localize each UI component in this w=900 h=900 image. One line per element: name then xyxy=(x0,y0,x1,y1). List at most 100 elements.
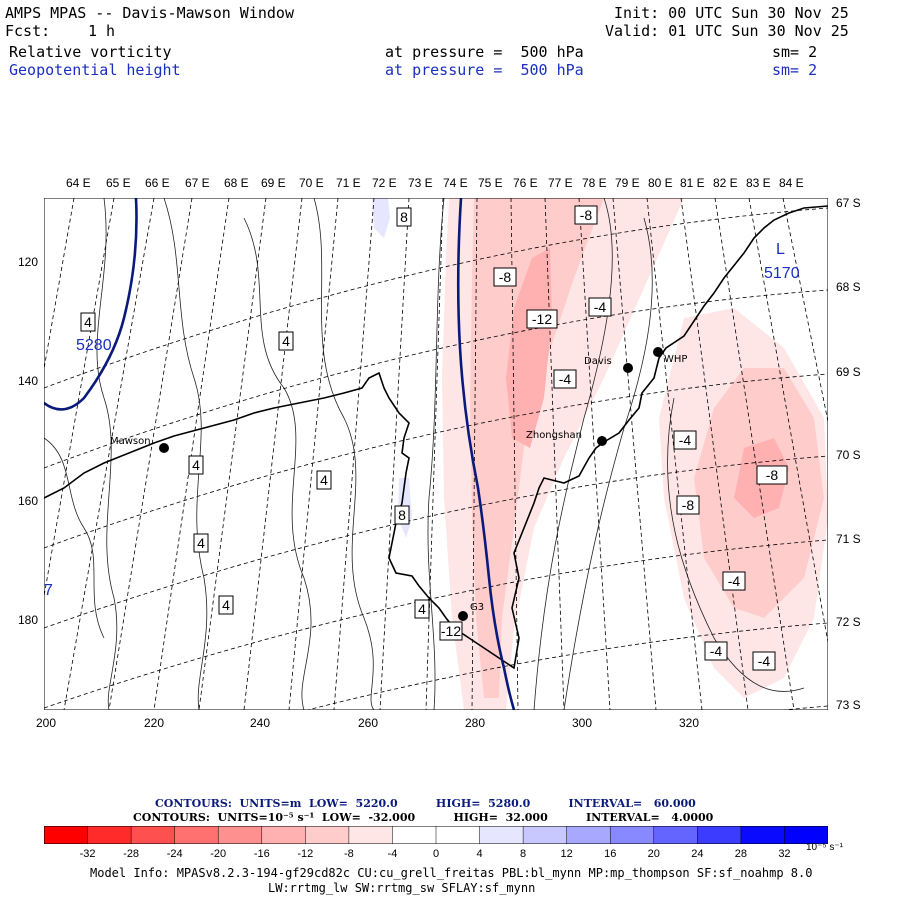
station-label-zhongshan: Zhongshan xyxy=(526,430,582,441)
colorbar-cell xyxy=(522,826,568,844)
svg-text:-12: -12 xyxy=(441,623,461,639)
colorbar-tick-label: 0 xyxy=(432,848,440,860)
lon-label: 66 E xyxy=(145,176,170,190)
map-panel: Mawson Davis Zhongshan WHP G3 5280 L 517… xyxy=(44,198,828,710)
svg-text:4: 4 xyxy=(282,333,290,349)
colorbar-tick-label: 28 xyxy=(734,848,747,860)
height-contour-5220 xyxy=(456,198,516,710)
graticule-lon xyxy=(544,198,565,710)
graticule-lon xyxy=(243,198,303,710)
colorbar-cell xyxy=(697,826,742,844)
x-tick: 300 xyxy=(572,716,593,730)
svg-text:-4: -4 xyxy=(758,653,771,669)
colorbar-cell xyxy=(130,826,176,844)
lat-label: 67 S xyxy=(836,196,861,210)
graticule-lon xyxy=(748,198,828,645)
vort-label: -4 xyxy=(752,651,776,671)
svg-text:4: 4 xyxy=(84,314,92,330)
graticule-lon xyxy=(782,198,828,424)
station-label-davis: Davis xyxy=(584,356,612,367)
lon-label: 77 E xyxy=(548,176,573,190)
vort-contour xyxy=(96,198,118,710)
svg-text:8: 8 xyxy=(400,209,408,225)
field2-name: Geopotential height xyxy=(9,61,181,79)
forecast-label: Fcst: xyxy=(5,22,51,40)
lon-label: 75 E xyxy=(478,176,503,190)
svg-text:-4: -4 xyxy=(594,299,607,315)
colorbar-tick-label: -4 xyxy=(387,848,398,860)
colorbar-tick-label: -20 xyxy=(210,848,227,860)
svg-text:-4: -4 xyxy=(679,432,692,448)
lon-label: 80 E xyxy=(648,176,673,190)
svg-text:-4: -4 xyxy=(710,643,723,659)
y-tick: 180 xyxy=(18,613,39,627)
svg-text:4: 4 xyxy=(192,457,200,473)
colorbar-tick-label: -8 xyxy=(343,848,354,860)
colorbar-cell xyxy=(44,826,89,844)
colorbar-cell xyxy=(784,826,828,844)
vort-label: 4 xyxy=(193,533,209,553)
height-label-5170: 5170 xyxy=(764,265,800,282)
lon-label: 72 E xyxy=(372,176,397,190)
lon-label: 81 E xyxy=(680,176,705,190)
colorbar-tick-label: -24 xyxy=(166,848,183,860)
vort-label: -4 xyxy=(722,571,746,591)
colorbar-tick-label: 12 xyxy=(560,848,573,860)
colorbar-tick-label: 4 xyxy=(476,848,483,860)
station-marker xyxy=(623,363,633,373)
vorticity-contours xyxy=(44,198,805,710)
lon-label: 69 E xyxy=(261,176,286,190)
station-marker xyxy=(458,611,468,621)
svg-text:-4: -4 xyxy=(728,573,741,589)
vort-label: -8 xyxy=(676,495,700,515)
valid-time: Valid: 01 UTC Sun 30 Nov 25 xyxy=(605,22,849,40)
x-tick: 280 xyxy=(465,716,486,730)
model-info-physics: LW:rrtmg_lw SW:rrtmg_sw SFLAY:sf_mynn xyxy=(268,881,536,895)
graticule-lon xyxy=(153,198,230,710)
lon-label: 68 E xyxy=(224,176,249,190)
field2-pressure: at pressure = 500 hPa xyxy=(385,61,584,79)
svg-text:-4: -4 xyxy=(559,371,572,387)
colorbar-cell xyxy=(609,826,655,844)
graticule-lon xyxy=(578,198,611,710)
vort-label: -4 xyxy=(673,430,697,450)
lon-label: 73 E xyxy=(408,176,433,190)
station-marker xyxy=(653,347,663,357)
vort-label: -8 xyxy=(493,267,517,287)
forecast-value: 1 h xyxy=(88,22,116,40)
height-label-5280: 5280 xyxy=(76,337,112,354)
height-contours-info: CONTOURS: UNITS=m LOW= 5220.0 HIGH= 5280… xyxy=(155,797,696,810)
field1-name: Relative vorticity xyxy=(9,43,172,61)
init-time: Init: 00 UTC Sun 30 Nov 25 xyxy=(614,4,849,22)
svg-text:4: 4 xyxy=(320,472,328,488)
colorbar-tick-label: -16 xyxy=(253,848,270,860)
graticule-lon xyxy=(425,198,444,710)
lon-label: 83 E xyxy=(746,176,771,190)
vort-label: -12 xyxy=(526,309,558,329)
graticule-lon xyxy=(680,198,749,710)
x-tick: 240 xyxy=(250,716,271,730)
colorbar-tick-label: -32 xyxy=(79,848,96,860)
colorbar-cell xyxy=(217,826,263,844)
colorbar xyxy=(44,826,828,844)
station-label-mawson: Mawson xyxy=(110,436,151,447)
height-contours xyxy=(44,198,516,710)
vort-label: -8 xyxy=(574,205,598,225)
y-tick: 140 xyxy=(18,374,39,388)
lat-label: 70 S xyxy=(836,448,861,462)
vorticity-labels: 8 -8 -8 -12 -4 -4 -4 -4 -12 -8 -8 -4 -4 … xyxy=(80,205,788,671)
vorticity-contours-info: CONTOURS: UNITS=10⁻⁵ s⁻¹ LOW= -32.000 HI… xyxy=(133,811,714,824)
lon-label: 74 E xyxy=(443,176,468,190)
vort-contour xyxy=(44,437,105,639)
graticule-lat xyxy=(44,289,828,469)
vort-contour xyxy=(427,198,445,710)
colorbar-tick-label: 20 xyxy=(647,848,660,860)
colorbar-cell xyxy=(348,826,394,844)
vort-contour xyxy=(533,198,613,710)
vort-contour xyxy=(667,397,805,692)
lon-label: 79 E xyxy=(615,176,640,190)
graticule-lon xyxy=(471,198,478,710)
lat-label: 71 S xyxy=(836,532,861,546)
svg-text:-8: -8 xyxy=(766,467,779,483)
graticule-lon xyxy=(108,198,193,710)
